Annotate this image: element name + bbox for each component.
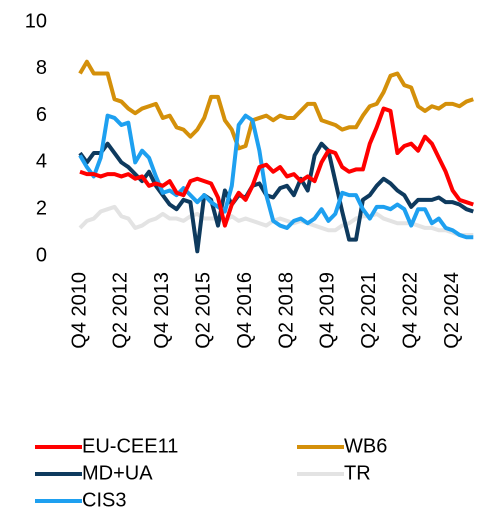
legend-label: WB6: [344, 435, 387, 457]
x-tick-label: Q2 2021: [358, 272, 380, 349]
legend-label: EU-CEE11: [82, 435, 178, 457]
x-tick-label: Q2 2024: [441, 272, 463, 349]
legend-label: TR: [344, 462, 371, 484]
y-tick-label: 0: [36, 244, 47, 266]
x-tick-label: Q2 2015: [192, 272, 214, 349]
series-line: [78, 141, 474, 254]
series-line: [79, 106, 474, 228]
x-tick-label: Q2 2018: [275, 272, 297, 349]
y-tick-label: 10: [25, 10, 47, 32]
legend-label: CIS3: [82, 489, 126, 511]
y-tick-label: 2: [36, 197, 47, 219]
x-tick-label: Q4 2010: [68, 272, 90, 349]
legend-label: MD+UA: [82, 462, 153, 484]
x-tick-label: Q4 2019: [317, 272, 339, 349]
x-tick-label: Q2 2012: [110, 272, 132, 349]
y-tick-label: 8: [36, 57, 47, 79]
series-line: [78, 113, 474, 240]
y-tick-label: 4: [36, 151, 47, 173]
x-tick-label: Q4 2016: [234, 272, 256, 349]
x-tick-label: Q4 2022: [399, 272, 421, 349]
x-tick-label: Q4 2013: [151, 272, 173, 349]
series-line: [78, 59, 474, 151]
y-tick-label: 6: [36, 104, 47, 126]
series-line: [78, 204, 474, 237]
